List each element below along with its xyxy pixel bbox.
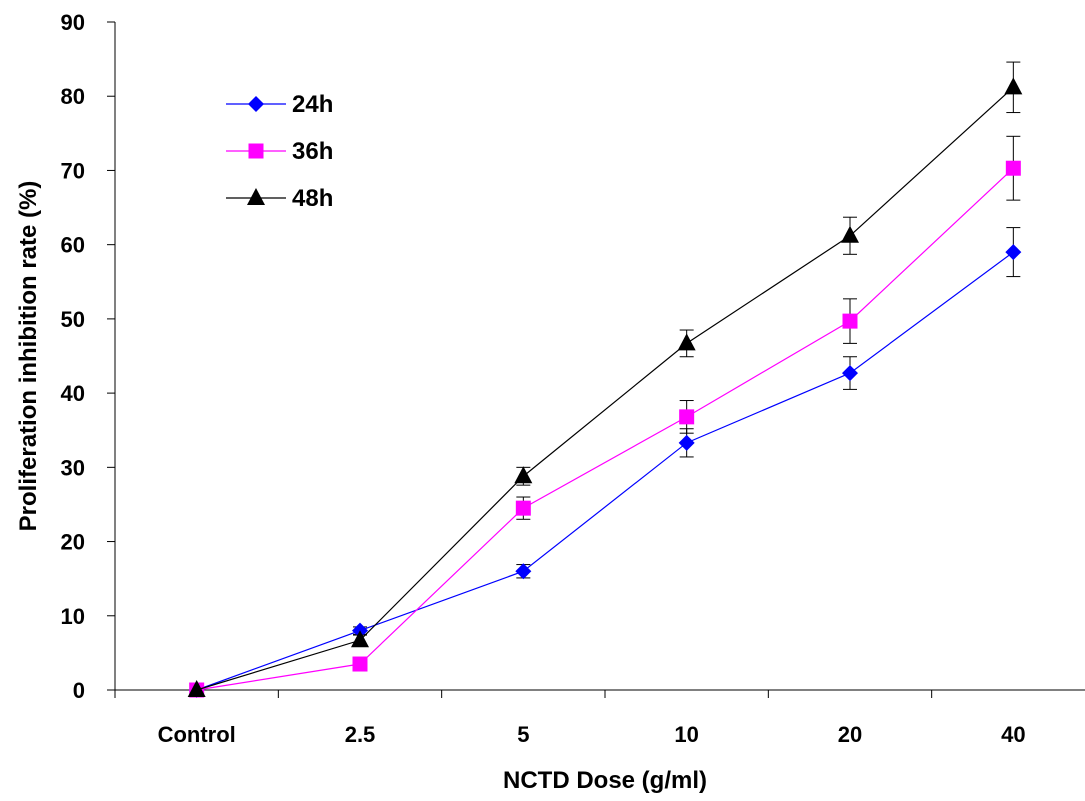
y-tick-label: 0 — [73, 678, 85, 703]
y-tick-label: 80 — [61, 84, 85, 109]
data-point — [1005, 244, 1022, 261]
data-point — [351, 630, 369, 648]
y-tick-label: 50 — [61, 307, 85, 332]
legend-marker — [248, 96, 264, 112]
legend-item-48h: 48h — [226, 185, 333, 212]
series-line-48h — [196, 86, 1014, 691]
data-point — [677, 333, 696, 351]
legend: 24h 36h 48h — [226, 91, 333, 212]
data-point — [841, 225, 859, 243]
x-tick-label: 40 — [1001, 722, 1025, 747]
data-point — [515, 563, 532, 580]
data-point — [352, 656, 368, 672]
data-point — [678, 434, 695, 451]
legend-label: 36h — [292, 138, 333, 165]
series-48h — [187, 61, 1023, 697]
series-line-36h — [196, 167, 1014, 691]
legend-label: 48h — [292, 185, 333, 212]
y-tick-label: 60 — [61, 233, 85, 258]
y-tick-label: 40 — [61, 381, 85, 406]
x-tick-label: 10 — [674, 722, 698, 747]
series-line-24h — [196, 251, 1014, 691]
x-tick-label: 5 — [517, 722, 529, 747]
data-point — [1005, 160, 1021, 176]
data-point — [842, 365, 858, 382]
y-axis-title: Proliferation inhibition rate (%) — [15, 181, 42, 532]
data-point — [679, 409, 695, 425]
data-point — [187, 680, 206, 697]
data-point — [842, 313, 858, 329]
series-24h — [188, 227, 1022, 698]
legend-item-36h: 36h — [226, 138, 333, 165]
x-ticks: Control 2.5 5 10 20 40 — [114, 690, 1026, 747]
legend-item-24h: 24h — [226, 91, 333, 118]
legend-marker — [247, 188, 265, 205]
y-ticks: 0 10 20 30 40 50 60 70 80 90 — [61, 10, 115, 703]
data-point — [1004, 77, 1023, 95]
y-tick-label: 20 — [61, 530, 85, 555]
y-tick-label: 30 — [61, 455, 85, 480]
x-tick-label: Control — [158, 722, 236, 747]
x-axis-title: NCTD Dose (g/ml) — [503, 767, 707, 794]
x-tick-label: 2.5 — [345, 722, 376, 747]
y-tick-label: 70 — [61, 158, 85, 183]
series-layer — [187, 61, 1023, 698]
data-point — [515, 500, 531, 516]
legend-marker — [248, 143, 264, 159]
axes — [114, 22, 1085, 691]
y-tick-label: 10 — [61, 604, 85, 629]
x-tick-label: 20 — [838, 722, 862, 747]
y-tick-label: 90 — [61, 10, 85, 35]
data-point — [514, 466, 533, 484]
legend-label: 24h — [292, 91, 333, 118]
series-36h — [189, 135, 1021, 698]
